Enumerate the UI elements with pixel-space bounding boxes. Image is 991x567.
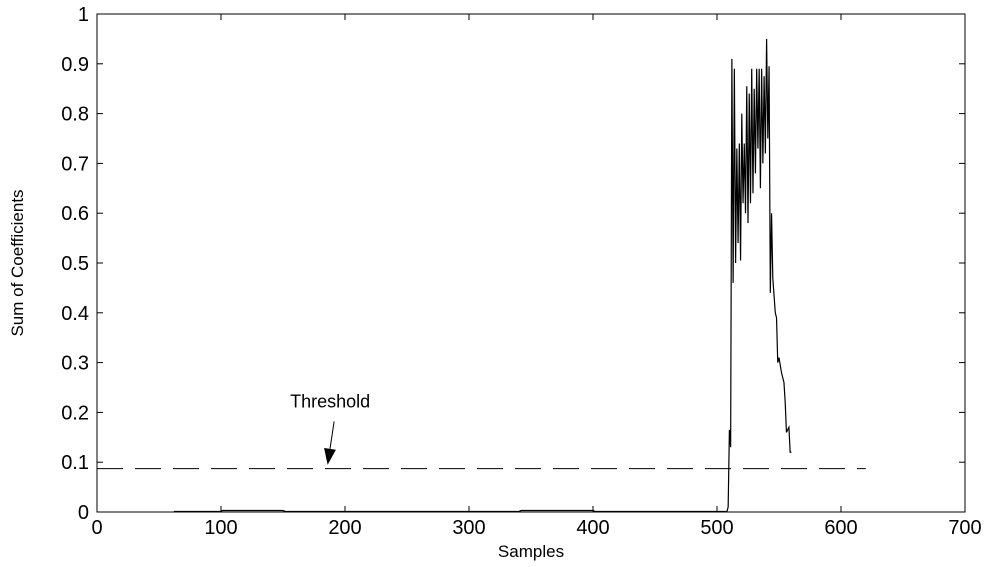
y-tick-label: 0 [78, 502, 89, 524]
y-tick-label: 0.2 [61, 402, 89, 424]
y-tick-label: 0.6 [61, 203, 89, 225]
x-tick-label: 700 [948, 517, 981, 539]
x-tick-label: 0 [91, 517, 102, 539]
y-tick-label: 0.9 [61, 54, 89, 76]
y-axis: 0 0.1 0.2 0.3 0.4 0.5 0.6 0.7 0.8 0.9 1 [61, 4, 965, 524]
y-tick-label: 0.8 [61, 104, 89, 126]
threshold-arrow [329, 421, 335, 449]
y-tick-label: 0.1 [61, 452, 89, 474]
y-tick-label: 1 [78, 4, 89, 26]
x-axis-label: Samples [498, 542, 564, 561]
y-tick-label: 0.3 [61, 353, 89, 375]
x-axis: 0 100 200 300 400 500 600 700 [91, 14, 982, 539]
threshold-label: Threshold [290, 391, 370, 411]
y-tick-label: 0.4 [61, 303, 89, 325]
threshold-arrowhead [324, 447, 336, 465]
series-line [173, 38, 792, 513]
y-tick-label: 0.7 [61, 153, 89, 175]
x-tick-label: 200 [328, 517, 361, 539]
x-tick-label: 400 [576, 517, 609, 539]
y-tick-label: 0.5 [61, 253, 89, 275]
threshold: Threshold [97, 391, 866, 470]
plot-area [96, 13, 966, 513]
x-tick-label: 100 [204, 517, 237, 539]
y-axis-label: Sum of Coefficients [8, 189, 27, 336]
x-tick-label: 300 [452, 517, 485, 539]
x-tick-label: 500 [700, 517, 733, 539]
x-tick-label: 600 [824, 517, 857, 539]
